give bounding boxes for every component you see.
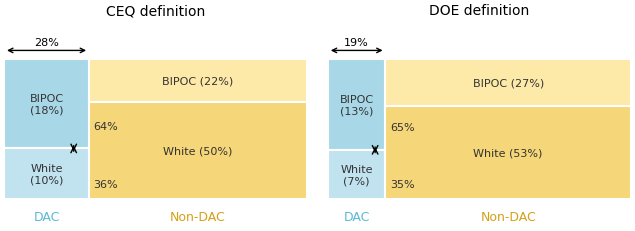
Text: 65%: 65% xyxy=(390,122,415,133)
Text: 28%: 28% xyxy=(34,38,59,48)
Text: BIPOC
(18%): BIPOC (18%) xyxy=(29,93,64,115)
Text: Non-DAC: Non-DAC xyxy=(170,210,226,223)
Text: 19%: 19% xyxy=(344,38,369,48)
Text: White
(10%): White (10%) xyxy=(30,163,64,185)
Text: 64%: 64% xyxy=(93,122,118,131)
Text: 35%: 35% xyxy=(390,179,415,189)
Text: White (50%): White (50%) xyxy=(163,146,232,155)
Bar xyxy=(385,60,631,106)
Title: DOE definition: DOE definition xyxy=(429,4,530,18)
Text: DAC: DAC xyxy=(34,210,60,223)
Bar xyxy=(89,60,307,102)
Bar xyxy=(385,106,631,199)
Text: White (53%): White (53%) xyxy=(474,148,543,158)
Text: 36%: 36% xyxy=(93,179,118,189)
Bar xyxy=(328,150,385,199)
Text: DAC: DAC xyxy=(344,210,370,223)
Text: BIPOC (22%): BIPOC (22%) xyxy=(163,76,234,86)
Bar xyxy=(4,60,89,149)
Text: White
(7%): White (7%) xyxy=(340,164,373,185)
Title: CEQ definition: CEQ definition xyxy=(106,4,205,18)
Bar xyxy=(4,149,89,199)
Text: BIPOC (27%): BIPOC (27%) xyxy=(472,78,544,88)
Bar xyxy=(328,60,385,150)
Text: BIPOC
(13%): BIPOC (13%) xyxy=(340,94,374,116)
Text: Non-DAC: Non-DAC xyxy=(480,210,536,223)
Bar xyxy=(89,102,307,199)
